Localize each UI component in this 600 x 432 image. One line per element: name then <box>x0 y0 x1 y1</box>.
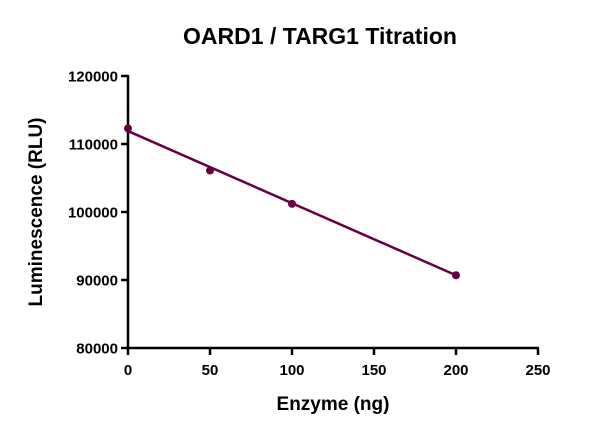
data-point <box>452 271 460 280</box>
y-tick-label: 110000 <box>69 137 118 154</box>
chart-title: OARD1 / TARG1 Titration <box>183 23 457 49</box>
y-tick-label: 90000 <box>76 273 118 290</box>
x-tick-label: 200 <box>443 362 468 379</box>
y-tick-label: 100000 <box>68 205 118 222</box>
data-point <box>124 124 132 133</box>
x-tick-label: 50 <box>202 362 219 379</box>
x-tick-label: 150 <box>361 362 386 379</box>
data-point <box>206 166 214 175</box>
x-tick-label: 250 <box>525 362 550 379</box>
x-tick-label: 0 <box>124 362 132 379</box>
x-tick-label: 100 <box>279 362 304 379</box>
data-point <box>288 199 296 208</box>
y-tick-label: 120000 <box>68 69 118 86</box>
y-tick-label: 80000 <box>76 341 118 358</box>
x-axis-label: Enzyme (ng) <box>277 394 390 415</box>
y-axis-label: Luminescence (RLU) <box>26 118 47 307</box>
